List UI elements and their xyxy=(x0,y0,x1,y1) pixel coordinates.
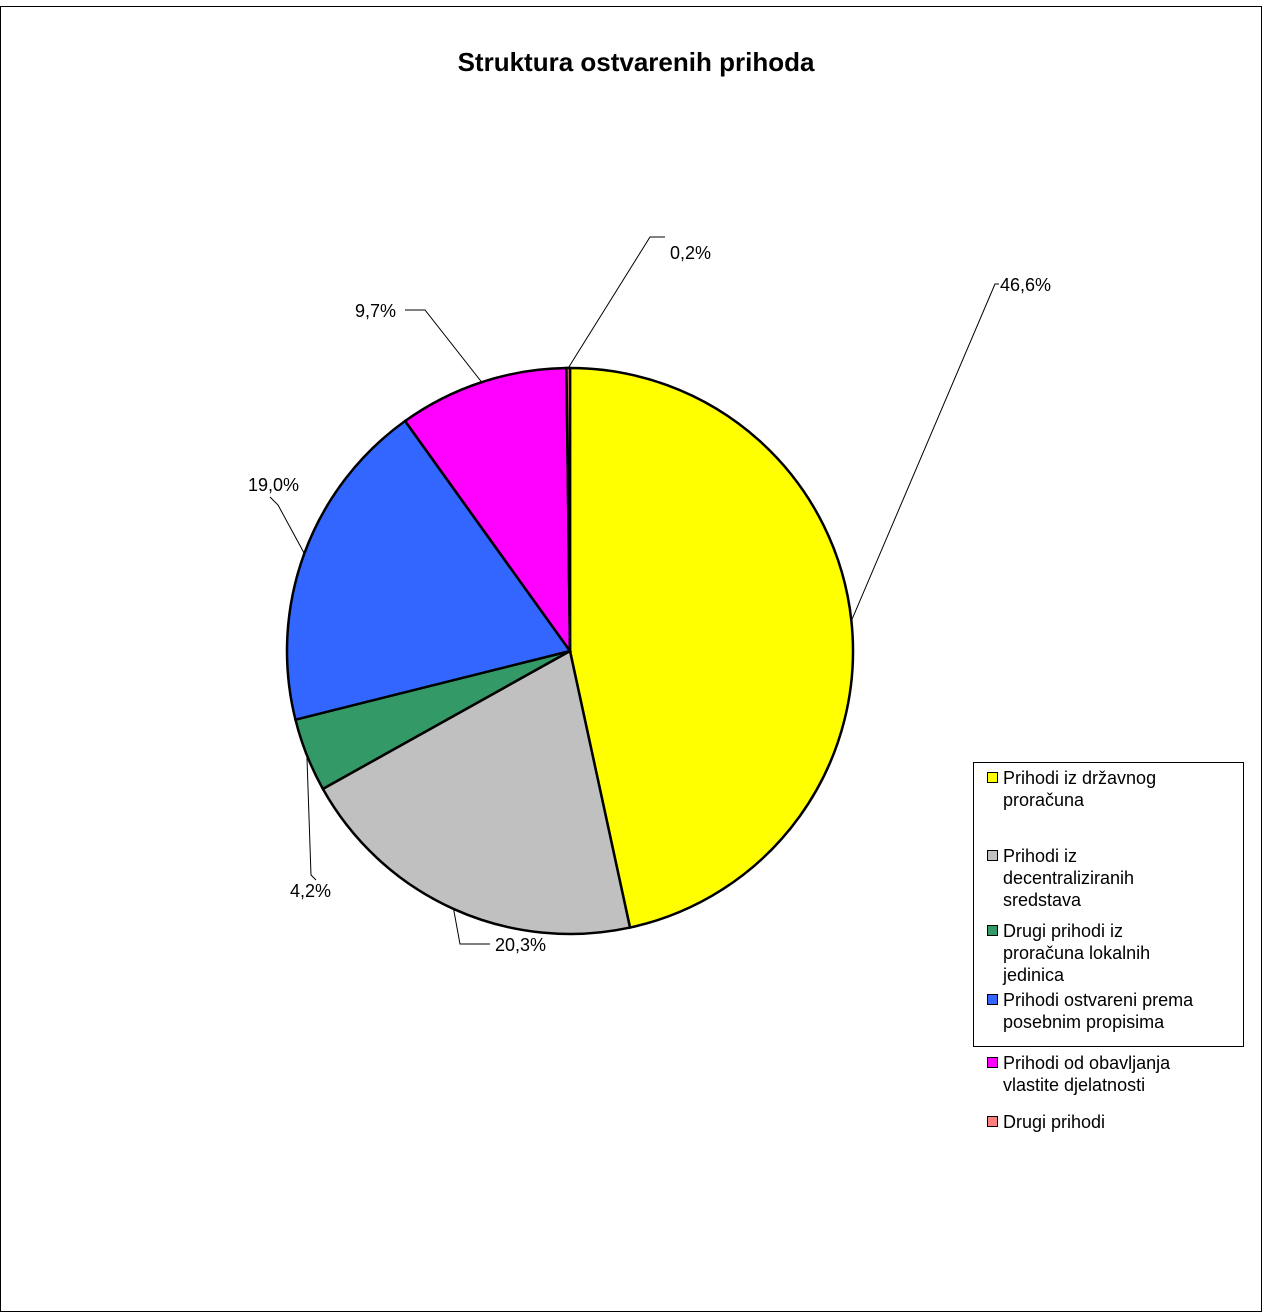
legend-label: Prihodi iz decentraliziranih sredstava xyxy=(1003,846,1135,910)
legend-label: Prihodi ostvareni prema posebnim propisi… xyxy=(1003,990,1194,1032)
legend-swatch xyxy=(987,772,998,783)
chart-title: Struktura ostvarenih prihoda xyxy=(458,47,815,77)
legend-swatch xyxy=(987,925,998,936)
legend-swatch xyxy=(987,1116,998,1127)
legend-label: Drugi prihodi xyxy=(1003,1112,1106,1132)
legend-item: Prihodi ostvareni prema posebnim propisi… xyxy=(987,989,1242,1033)
legend-item: Prihodi od obavljanja vlastite djelatnos… xyxy=(987,1052,1242,1096)
pie-slice xyxy=(403,366,572,655)
legend-label: Prihodi iz državnog proračuna xyxy=(1003,768,1157,810)
legend-item: Prihodi iz decentraliziranih sredstava xyxy=(987,845,1242,911)
legend-swatch xyxy=(987,1057,998,1068)
legend-item: Prihodi iz državnog proračuna xyxy=(987,767,1242,811)
pie-slice xyxy=(285,419,573,722)
leader-line xyxy=(269,496,305,554)
legend-swatch xyxy=(987,994,998,1005)
leader-line xyxy=(850,283,999,622)
legend-swatch xyxy=(987,850,998,861)
leader-line xyxy=(567,236,665,369)
leader-line xyxy=(453,908,490,945)
leader-line xyxy=(405,309,483,383)
legend-label: Prihodi od obavljanja vlastite djelatnos… xyxy=(1003,1053,1171,1095)
data-label: 46,6% xyxy=(1000,275,1051,295)
legend: Prihodi iz državnog proračuna Prihodi iz … xyxy=(973,762,1244,1132)
legend-item: Drugi prihodi xyxy=(987,1111,1242,1133)
data-label: 20,3% xyxy=(495,935,546,955)
data-label: 19,0% xyxy=(248,475,299,495)
leader-line xyxy=(306,755,317,881)
data-label: 0,2% xyxy=(670,243,711,263)
chart-frame xyxy=(0,6,1262,1312)
legend-item: Drugi prihodi iz proračuna lokalnih jedi… xyxy=(987,920,1242,986)
data-label: 9,7% xyxy=(355,301,396,321)
data-label: 4,2% xyxy=(290,881,331,901)
legend-label: Drugi prihodi iz proračuna lokalnih jedi… xyxy=(1003,921,1151,985)
